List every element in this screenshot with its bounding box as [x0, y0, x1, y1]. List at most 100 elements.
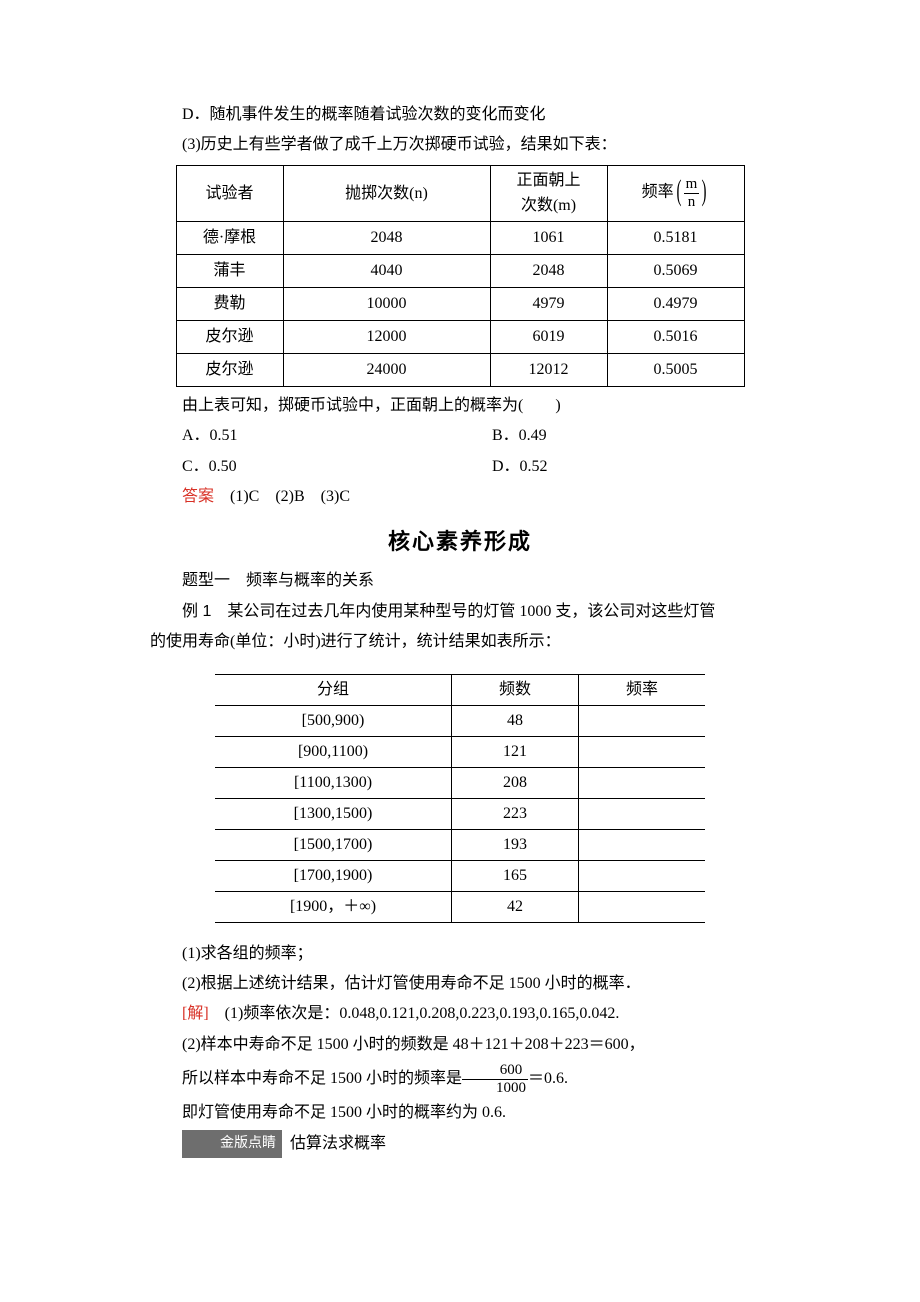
cell: 165	[452, 860, 579, 891]
frac-den: 1000	[462, 1080, 528, 1097]
th-group: 分组	[215, 674, 452, 705]
cell	[579, 891, 706, 922]
frac-600-1000: 6001000	[462, 1062, 528, 1096]
frac-den: n	[684, 194, 700, 211]
cell: 2048	[490, 254, 607, 287]
tip-label: 金版点睛	[182, 1130, 282, 1159]
table-row: [900,1100)121	[215, 736, 705, 767]
type-line: 题型一 频率与概率的关系	[150, 566, 770, 596]
table-row: [1700,1900)165	[215, 860, 705, 891]
cell: 皮尔逊	[176, 320, 283, 353]
solution-1-text: (1)频率依次是：0.048,0.121,0.208,0.223,0.193,0…	[209, 1005, 620, 1022]
cell: 2048	[283, 221, 490, 254]
th-frequency: 频率(mn)	[607, 165, 744, 221]
tip-text: 估算法求概率	[290, 1135, 386, 1152]
coin-table: 试验者 抛掷次数(n) 正面朝上 次数(m) 频率(mn) 德·摩根204810…	[176, 165, 745, 387]
answer-label: 答案	[182, 488, 214, 505]
options-row-2: C．0.50 D．0.52	[150, 452, 770, 482]
table-header-row: 分组 频数 频率	[215, 674, 705, 705]
cell: 12012	[490, 353, 607, 386]
cell: 0.5069	[607, 254, 744, 287]
cell: 皮尔逊	[176, 353, 283, 386]
cell: [1900，＋∞)	[215, 891, 452, 922]
cell: 0.5181	[607, 221, 744, 254]
lifespan-table: 分组 频数 频率 [500,900)48 [900,1100)121 [1100…	[215, 674, 705, 923]
cell: [1100,1300)	[215, 767, 452, 798]
answer-text: (1)C (2)B (3)C	[214, 488, 350, 505]
cell: 121	[452, 736, 579, 767]
solution-3-post: ＝0.6.	[528, 1070, 568, 1087]
cell: 0.5005	[607, 353, 744, 386]
solution-3: 所以样本中寿命不足 1500 小时的频率是6001000＝0.6.	[150, 1060, 770, 1098]
cell: [1700,1900)	[215, 860, 452, 891]
tip-line: 金版点睛估算法求概率	[150, 1129, 770, 1159]
table-row: 蒲丰404020480.5069	[176, 254, 744, 287]
th-tosses: 抛掷次数(n)	[283, 165, 490, 221]
option-c: C．0.50	[150, 452, 460, 482]
table-row: [1900，＋∞)42	[215, 891, 705, 922]
table-row: 费勒1000049790.4979	[176, 287, 744, 320]
example-intro-2: 的使用寿命(单位：小时)进行了统计，统计结果如表所示：	[150, 627, 770, 657]
cell: 蒲丰	[176, 254, 283, 287]
cell: 0.5016	[607, 320, 744, 353]
th-experimenter: 试验者	[176, 165, 283, 221]
example-label: 例 1	[182, 603, 211, 620]
th-freq-label: 频率	[642, 184, 674, 201]
cell: 12000	[283, 320, 490, 353]
cell: [900,1100)	[215, 736, 452, 767]
table-header-row: 试验者 抛掷次数(n) 正面朝上 次数(m) 频率(mn)	[176, 165, 744, 221]
table-row: 德·摩根204810610.5181	[176, 221, 744, 254]
cell	[579, 705, 706, 736]
options-row-1: A．0.51 B．0.49	[150, 421, 770, 451]
question-1: (1)求各组的频率；	[150, 939, 770, 969]
cell: 208	[452, 767, 579, 798]
table-row: [1300,1500)223	[215, 798, 705, 829]
q3-after: 由上表可知，掷硬币试验中，正面朝上的概率为( )	[150, 391, 770, 421]
table-row: [1500,1700)193	[215, 829, 705, 860]
cell	[579, 767, 706, 798]
cell: [1300,1500)	[215, 798, 452, 829]
option-d2: D．0.52	[460, 452, 770, 482]
cell: [1500,1700)	[215, 829, 452, 860]
example-intro-1: 例 1 某公司在过去几年内使用某种型号的灯管 1000 支，该公司对这些灯管	[150, 597, 770, 627]
th-count: 频数	[452, 674, 579, 705]
solution-2: (2)样本中寿命不足 1500 小时的频数是 48＋121＋208＋223＝60…	[150, 1030, 770, 1060]
table-row: 皮尔逊24000120120.5005	[176, 353, 744, 386]
cell: 10000	[283, 287, 490, 320]
q3-intro: (3)历史上有些学者做了成千上万次掷硬币试验，结果如下表：	[150, 130, 770, 160]
cell: 费勒	[176, 287, 283, 320]
answer-line: 答案 (1)C (2)B (3)C	[150, 482, 770, 512]
cell	[579, 860, 706, 891]
cell: 0.4979	[607, 287, 744, 320]
cell: 223	[452, 798, 579, 829]
solution-3-pre: 所以样本中寿命不足 1500 小时的频率是	[182, 1070, 462, 1087]
table-row: [500,900)48	[215, 705, 705, 736]
cell: 4040	[283, 254, 490, 287]
cell	[579, 736, 706, 767]
section-title: 核心素养形成	[150, 521, 770, 563]
paren-open-icon: (	[676, 176, 681, 206]
frac-num: m	[684, 176, 700, 194]
cell: [500,900)	[215, 705, 452, 736]
solution-1: [解] (1)频率依次是：0.048,0.121,0.208,0.223,0.1…	[150, 999, 770, 1029]
cell: 48	[452, 705, 579, 736]
paren-close-icon: )	[702, 176, 707, 206]
cell: 6019	[490, 320, 607, 353]
table-row: 皮尔逊1200060190.5016	[176, 320, 744, 353]
solution-label: [解]	[182, 1005, 209, 1022]
cell	[579, 829, 706, 860]
cell: 德·摩根	[176, 221, 283, 254]
cell	[579, 798, 706, 829]
option-d: D．随机事件发生的概率随着试验次数的变化而变化	[150, 100, 770, 130]
cell: 24000	[283, 353, 490, 386]
solution-4: 即灯管使用寿命不足 1500 小时的概率约为 0.6.	[150, 1098, 770, 1128]
frac-num: 600	[462, 1062, 528, 1080]
option-a: A．0.51	[150, 421, 460, 451]
th-heads-l2: 次数(m)	[521, 197, 576, 214]
example-intro-1-rest: 某公司在过去几年内使用某种型号的灯管 1000 支，该公司对这些灯管	[211, 603, 715, 620]
th-freq: 频率	[579, 674, 706, 705]
cell: 1061	[490, 221, 607, 254]
table-row: [1100,1300)208	[215, 767, 705, 798]
cell: 193	[452, 829, 579, 860]
th-heads: 正面朝上 次数(m)	[490, 165, 607, 221]
